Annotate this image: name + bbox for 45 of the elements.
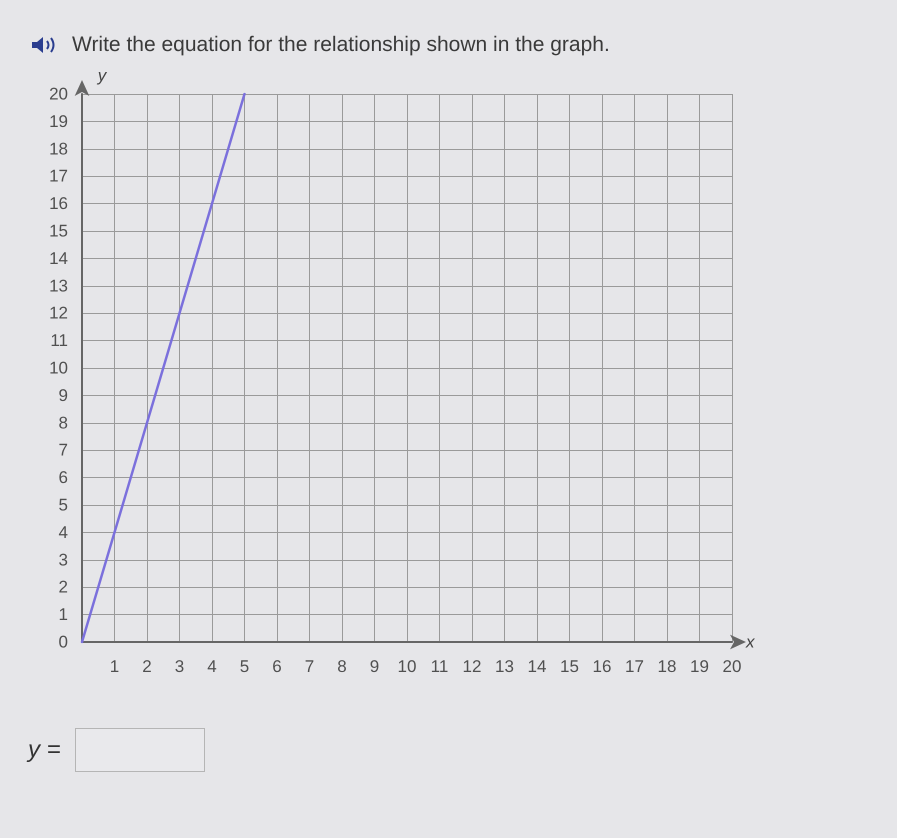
text: y = — [28, 736, 61, 764]
x-tick-label: 5 — [240, 657, 250, 676]
y-tick-label: 10 — [49, 358, 68, 378]
y-tick-label: 14 — [49, 248, 68, 268]
y-tick-label: 9 — [58, 386, 68, 405]
y-axis-title: y — [96, 66, 108, 85]
x-tick-label: 12 — [462, 657, 482, 676]
x-tick-label: 2 — [142, 657, 152, 676]
y-tick-label: 4 — [58, 522, 68, 542]
y-tick-label: 6 — [58, 468, 68, 488]
x-tick-label: 1 — [110, 657, 120, 676]
y-tick-label: 8 — [58, 413, 68, 432]
y-tick-label: 5 — [58, 496, 68, 514]
y-tick-label: 17 — [49, 166, 68, 186]
y-tick-label: 19 — [49, 112, 68, 131]
x-tick-label: 8 — [337, 657, 347, 676]
y-tick-label: 18 — [49, 139, 68, 158]
y-tick-label: 15 — [49, 222, 68, 240]
x-tick-label: 15 — [560, 657, 579, 676]
y-tick-label: 2 — [58, 578, 68, 597]
x-tick-label: 11 — [430, 657, 448, 676]
y-tick-label: 11 — [50, 331, 68, 350]
y-tick-label: 7 — [58, 440, 68, 460]
x-tick-label: 18 — [658, 657, 676, 676]
x-tick-label: 19 — [690, 657, 709, 676]
y-tick-label: 16 — [49, 194, 68, 214]
x-tick-label: 20 — [722, 657, 742, 676]
x-tick-label: 7 — [304, 657, 314, 676]
x-tick-label: 13 — [495, 657, 514, 676]
y-tick-label: 0 — [58, 632, 68, 652]
chart-title: Write the equation for the relationship shown in the graph. — [72, 33, 610, 57]
y-tick-label: 3 — [58, 550, 68, 570]
y-tick-label: 1 — [58, 605, 68, 624]
y-tick-label: 12 — [49, 304, 68, 323]
x-tick-label: 6 — [272, 657, 282, 676]
x-tick-label: 14 — [528, 657, 546, 676]
x-tick-label: 17 — [625, 657, 644, 676]
x-tick-label: 4 — [207, 657, 217, 676]
x-axis-title: x — [745, 632, 755, 652]
x-tick-label: 9 — [370, 657, 380, 676]
x-tick-label: 10 — [398, 657, 416, 676]
y-tick-label: 13 — [49, 276, 68, 296]
x-tick-label: 3 — [174, 657, 184, 676]
y-tick-label: 20 — [49, 84, 68, 104]
x-tick-label: 16 — [592, 657, 612, 676]
